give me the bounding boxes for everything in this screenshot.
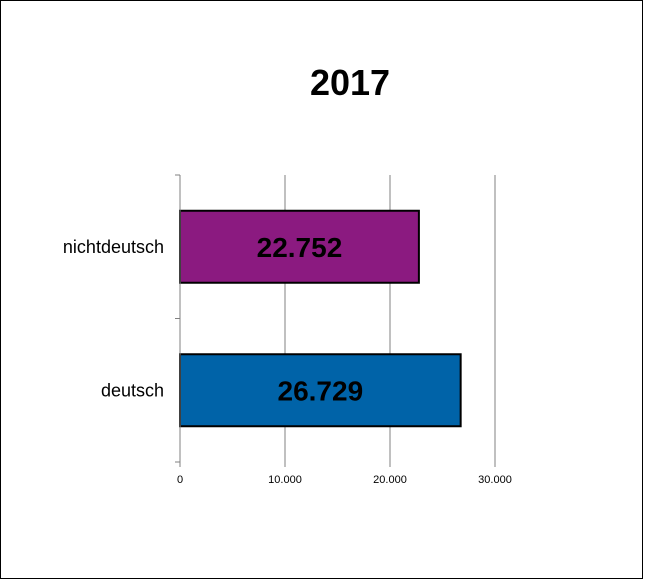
- category-label: nichtdeutsch: [63, 237, 164, 257]
- data-label: 26.729: [278, 375, 364, 406]
- bar-deutsch: [179, 353, 462, 428]
- x-tick-label: 10.000: [268, 474, 302, 486]
- x-tick-label: 30.000: [478, 474, 512, 486]
- data-label: 22.752: [257, 232, 343, 263]
- x-tick-label: 0: [177, 474, 183, 486]
- bar-nichtdeutsch: [179, 209, 420, 284]
- x-tick-label: 20.000: [373, 474, 407, 486]
- chart-title: 2017: [310, 62, 390, 103]
- category-label: deutsch: [101, 380, 164, 400]
